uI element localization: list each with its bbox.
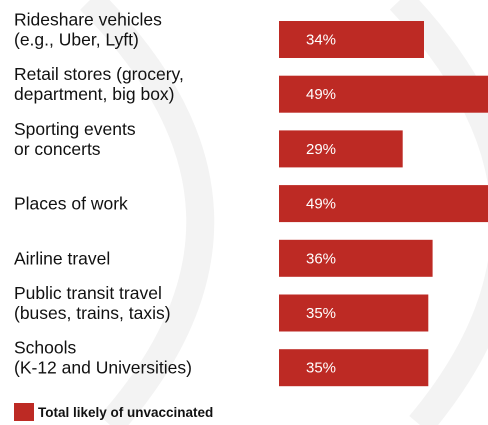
bar-value-label: 49%	[306, 196, 336, 213]
category-label: Rideshare vehicles (e.g., Uber, Lyft)	[14, 10, 162, 50]
category-label: Places of work	[14, 194, 128, 214]
bar-5	[279, 294, 429, 332]
legend: Total likely of unvaccinated	[14, 403, 213, 421]
decorative-arcs	[80, 0, 488, 425]
bar-6	[279, 349, 429, 387]
category-label: Schools (K-12 and Universities)	[14, 338, 192, 378]
bar-value-labels: 34% 49% 29% 49% 36% 35% 35%	[306, 32, 336, 377]
category-label: Retail stores (grocery, department, big b…	[14, 64, 184, 104]
bars	[279, 21, 488, 387]
bar-value-label: 49%	[306, 86, 336, 103]
bar-value-label: 29%	[306, 141, 336, 158]
bar-0	[279, 21, 424, 58]
legend-swatch	[14, 403, 34, 421]
legend-label: Total likely of unvaccinated	[38, 404, 214, 420]
category-label: Airline travel	[14, 248, 110, 268]
bar-value-label: 35%	[306, 305, 336, 322]
category-labels: Rideshare vehicles (e.g., Uber, Lyft) Reta…	[14, 10, 192, 378]
category-label: Sporting events or concerts	[14, 119, 136, 159]
category-label: Public transit travel (buses, trains, tax…	[14, 283, 171, 323]
bar-value-label: 36%	[306, 250, 336, 267]
bar-3	[279, 185, 488, 223]
bar-value-label: 35%	[306, 360, 336, 377]
bar-value-label: 34%	[306, 32, 336, 49]
bar-2	[279, 130, 403, 168]
bar-1	[279, 75, 488, 113]
bar-4	[279, 239, 433, 277]
